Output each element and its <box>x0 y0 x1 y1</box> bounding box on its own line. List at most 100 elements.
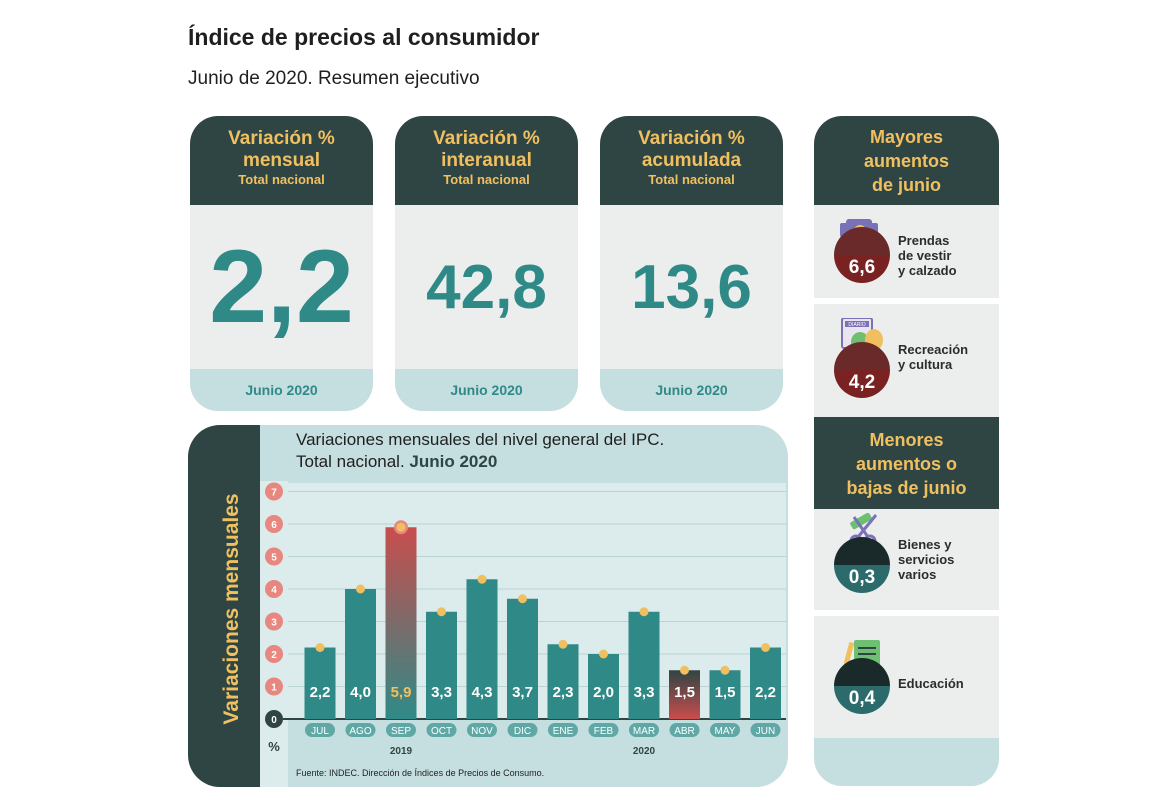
card-period: Junio 2020 <box>395 369 578 411</box>
bar-feb <box>588 654 619 719</box>
card-value: 13,6 <box>631 252 752 322</box>
chart-panel: Variaciones mensuales Variaciones mensua… <box>188 425 788 787</box>
x-tick-label: NOV <box>471 726 493 737</box>
y-tick-label: 5 <box>271 553 277 564</box>
bar-value-label: 3,3 <box>431 684 452 701</box>
card-yearly-variation: Variación % interanual Total nacional 42… <box>395 116 578 411</box>
x-tick-label: FEB <box>594 726 614 737</box>
bar-value-label: 1,5 <box>674 684 695 701</box>
divider <box>814 610 999 616</box>
bar-top-dot <box>639 607 649 617</box>
item-label-line: Educación <box>898 676 964 691</box>
lowest-increases-header: Menores aumentos o bajas de junio <box>814 417 999 509</box>
badge-value: 6,6 <box>848 257 876 278</box>
item-label-line: varios <box>898 567 937 582</box>
card-header: Variación % acumulada Total nacional <box>600 116 783 205</box>
highest-title-line: aumentos <box>863 151 950 171</box>
bar-top-dot <box>558 639 568 649</box>
y-tick-marker <box>265 515 283 533</box>
bar-top-dot <box>599 649 608 659</box>
badge-value: 0,4 <box>848 688 876 709</box>
bar-top-dot <box>761 643 770 652</box>
card-monthly-variation: Variación % mensual Total nacional 2,2 J… <box>190 116 373 411</box>
highest-increases-header: Mayores aumentos de junio <box>814 116 999 205</box>
card-title-line1: Variación % <box>433 128 540 149</box>
bar-top-dot <box>356 584 365 594</box>
y-tick-marker <box>265 612 283 631</box>
x-tick-pill <box>305 723 335 737</box>
highest-item-clothing: 6,6 Prendas de vestir y calzado <box>814 205 999 298</box>
item-label: Educación <box>898 676 964 691</box>
badge-value: 0,3 <box>848 567 876 588</box>
x-tick-pill <box>507 723 538 737</box>
card-title-line2: mensual <box>242 150 321 171</box>
x-tick-pill <box>345 723 376 737</box>
bar-top-dot <box>680 665 689 675</box>
item-label-line: servicios <box>898 552 955 567</box>
highest-title-line: Mayores <box>869 127 944 147</box>
bar-top-dot <box>437 607 446 617</box>
x-year-label: 2019 <box>390 746 413 757</box>
bar-ene <box>547 644 579 719</box>
lowest-title-line: aumentos o <box>855 454 957 474</box>
y-unit-label: % <box>268 739 280 754</box>
card-scope: Total nacional <box>238 172 325 187</box>
divider <box>814 298 999 304</box>
badge-top <box>834 227 890 255</box>
badge-text: DIARIO <box>848 322 865 328</box>
highest-item-recreation: DIARIO 4,2 Recreación y cultura <box>814 304 999 417</box>
y-tick-label: 3 <box>271 618 277 629</box>
card-scope: Total nacional <box>648 172 735 187</box>
y-tick-marker <box>265 547 283 566</box>
y-tick-marker <box>265 645 283 663</box>
x-tick-label: SEP <box>391 726 411 737</box>
chart-side-band <box>188 425 260 787</box>
x-tick-pill <box>467 723 497 737</box>
y-tick-label: 0 <box>271 715 277 726</box>
card-title-line1: Variación % <box>228 128 335 149</box>
right-summary-panel: Mayores aumentos de junio 6,6 Prendas de… <box>814 116 999 786</box>
card-header: Variación % interanual Total nacional <box>395 116 578 205</box>
bar-nov <box>466 579 498 719</box>
y-tick-marker <box>265 580 283 598</box>
y-tick-label: 4 <box>271 585 277 596</box>
item-label: Prendas de vestir y calzado <box>898 233 957 278</box>
card-title-line2: interanual <box>441 150 532 171</box>
item-label: Recreación y cultura <box>898 342 968 372</box>
panel-footer <box>814 738 999 786</box>
x-tick-label: MAR <box>633 726 655 737</box>
chart-title-line1: Variaciones mensuales del nivel general … <box>296 430 665 449</box>
y-axis-label-band: Variaciones mensuales <box>220 493 243 724</box>
bar-value-label: 3,3 <box>634 684 655 701</box>
card-header: Variación % mensual Total nacional <box>190 116 373 205</box>
y-tick-marker <box>265 482 283 501</box>
x-tick-pill <box>426 723 457 737</box>
badge-bottom <box>834 686 890 714</box>
bar-abr <box>669 670 700 719</box>
x-tick-label: ABR <box>674 726 695 737</box>
bar-value-label: 2,0 <box>593 684 614 701</box>
card-value: 2,2 <box>209 228 354 345</box>
bar-value-label: 2,2 <box>310 684 331 701</box>
card-accumulated-variation: Variación % acumulada Total nacional 13,… <box>600 116 783 411</box>
bar-jun <box>750 647 781 719</box>
y-tick-label: 2 <box>271 650 277 661</box>
bar-top-dot <box>518 594 527 604</box>
item-label-line: y calzado <box>898 263 957 278</box>
chart-title-line2: Total nacional. Junio 2020 <box>296 451 664 473</box>
x-tick-pill <box>588 723 619 737</box>
x-tick-label: OCT <box>431 726 452 737</box>
bar-top-dot <box>396 522 406 532</box>
bar-top-dot <box>315 643 325 652</box>
bar-jul <box>304 647 336 719</box>
bar-value-label: 2,3 <box>553 684 574 701</box>
x-tick-pill <box>750 723 781 737</box>
chart-title-scope: Total nacional. <box>296 452 405 471</box>
y-tick-marker <box>265 677 283 696</box>
y-tick-label: 1 <box>271 683 277 694</box>
y-axis-label: Variaciones mensuales <box>220 493 243 724</box>
lowest-title-line: Menores <box>869 430 944 450</box>
item-label-line: Recreación <box>898 342 969 357</box>
badge-top <box>834 658 890 686</box>
page-subtitle: Junio de 2020. Resumen ejecutivo <box>188 68 480 89</box>
